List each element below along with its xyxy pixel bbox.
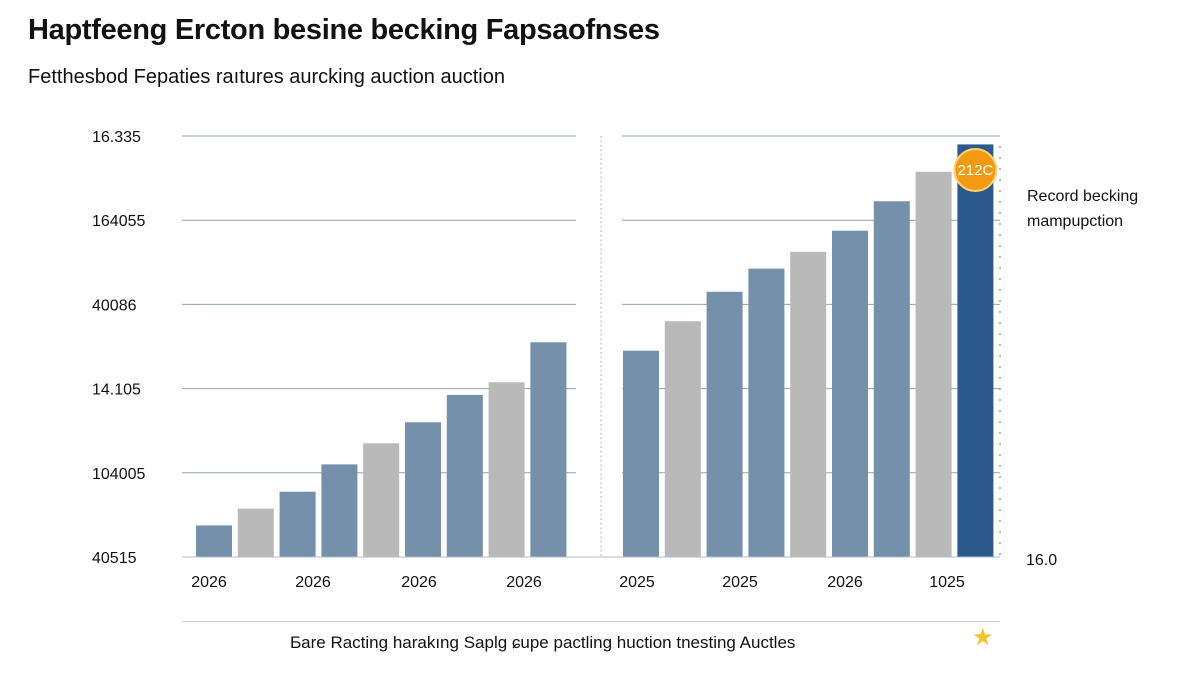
y-tick-label: 40086: [92, 297, 137, 314]
x-tick-label: 2026: [191, 574, 227, 591]
x-tick-label: 2026: [295, 574, 331, 591]
bar: [748, 268, 785, 557]
y-tick-label: 14.105: [92, 382, 141, 399]
chart-subtitle: Fetthesbod Fepaties raıtures aurcking au…: [28, 66, 505, 88]
y-tick-label: 164055: [92, 213, 145, 230]
bar: [237, 508, 274, 557]
bar: [363, 443, 400, 557]
footer-caption: Ƃare Racting harakıng Saplg ɕupe pactlin…: [290, 633, 796, 652]
bar: [706, 291, 743, 557]
y-tick-label: 16.335: [92, 129, 141, 146]
bar: [623, 350, 659, 557]
x-tick-label: 2026: [506, 574, 542, 591]
bar: [405, 422, 441, 557]
bar: [832, 230, 868, 557]
bar: [279, 491, 316, 557]
chart-title: Haptfeeng Ercton besine becking Fapsaofn…: [28, 14, 660, 46]
bar: [488, 382, 525, 557]
x-tick-label: 2026: [401, 574, 437, 591]
bar: [873, 201, 910, 557]
callout-line-1: Record becking: [1027, 188, 1138, 205]
x-tick-label: 2025: [722, 574, 758, 591]
x-tick-label: 1025: [929, 574, 965, 591]
footer-divider: [182, 621, 1000, 622]
bar: [530, 342, 567, 557]
highlight-badge-label: 212C: [957, 162, 993, 179]
bar: [915, 171, 952, 557]
x-tick-label: 2026: [827, 574, 863, 591]
bar: [446, 394, 483, 557]
callout-line-2: mampupction: [1027, 213, 1123, 230]
y-tick-label: 104005: [92, 466, 145, 483]
bar: [196, 525, 232, 557]
bar: [957, 144, 994, 558]
star-icon: ★: [972, 624, 994, 651]
x-tick-label: 2025: [619, 574, 655, 591]
bar: [664, 321, 701, 557]
bar: [321, 464, 358, 557]
right-axis-label: 16.0: [1026, 552, 1057, 569]
bar: [790, 251, 827, 557]
y-tick-label: 40515: [92, 550, 137, 567]
highlight-badge: [953, 148, 998, 192]
